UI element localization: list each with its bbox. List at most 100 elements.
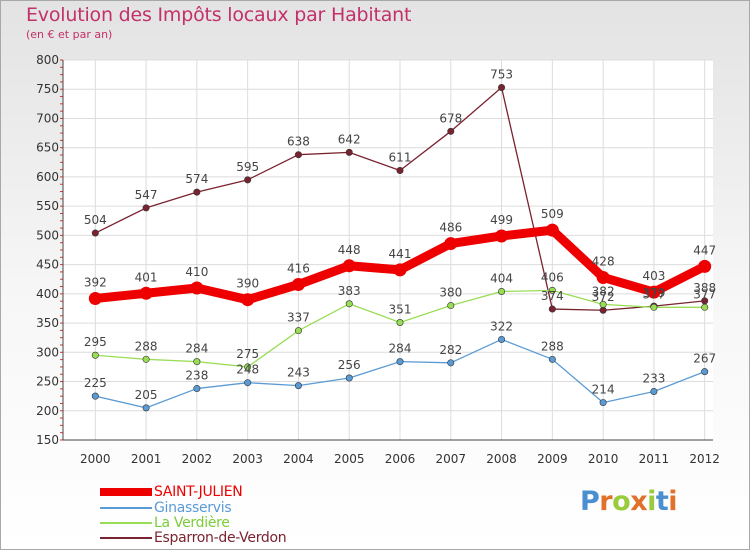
data-label-saint-julien: 403 — [642, 269, 665, 283]
data-label-ginasservis: 256 — [338, 358, 361, 372]
x-tick-label: 2000 — [80, 452, 111, 466]
data-label-ginasservis: 214 — [592, 383, 615, 397]
data-point-esparron-de-verdon — [244, 176, 252, 184]
data-point-saint-julien — [545, 223, 559, 237]
data-point-ginasservis — [142, 404, 150, 412]
data-label-la-verdi-re: 382 — [592, 284, 615, 298]
data-point-ginasservis — [193, 385, 201, 393]
data-point-la-verdi-re — [650, 303, 658, 311]
y-tick-label: 450 — [36, 258, 59, 272]
x-tick-label: 2006 — [385, 452, 416, 466]
x-tick-label: 2008 — [486, 452, 517, 466]
y-tick-label: 600 — [36, 170, 59, 184]
data-point-saint-julien — [291, 277, 305, 291]
data-point-la-verdi-re — [701, 303, 709, 311]
chart-title: Evolution des Impôts locaux par Habitant — [26, 4, 412, 26]
data-label-la-verdi-re: 337 — [287, 311, 310, 325]
data-label-ginasservis: 205 — [135, 388, 158, 402]
data-point-la-verdi-re — [599, 300, 607, 308]
data-label-esparron-de-verdon: 372 — [592, 290, 615, 304]
data-point-saint-julien — [342, 259, 356, 273]
data-label-saint-julien: 509 — [541, 207, 564, 221]
x-tick-label: 2007 — [436, 452, 467, 466]
data-label-esparron-de-verdon: 574 — [185, 172, 208, 186]
y-tick-label: 300 — [36, 345, 59, 359]
data-label-la-verdi-re: 288 — [135, 339, 158, 353]
data-point-la-verdi-re — [294, 327, 302, 335]
logo-letter: i — [668, 486, 678, 517]
legend-swatch-la-verdiere — [100, 522, 152, 524]
data-point-saint-julien — [139, 286, 153, 300]
data-point-esparron-de-verdon — [294, 151, 302, 159]
data-point-ginasservis — [548, 355, 556, 363]
legend-item-saint-julien: SAINT-JULIEN — [100, 484, 360, 500]
y-tick-label: 200 — [36, 404, 59, 418]
logo-letter: P — [580, 486, 600, 517]
data-label-ginasservis: 233 — [642, 371, 665, 385]
y-tick-label: 650 — [36, 141, 59, 155]
data-label-saint-julien: 428 — [592, 254, 615, 268]
legend-item-la-verdiere: La Verdière — [100, 515, 360, 531]
data-point-ginasservis — [294, 382, 302, 390]
y-tick-label: 750 — [36, 82, 59, 96]
data-point-la-verdi-re — [548, 286, 556, 294]
data-label-saint-julien: 390 — [236, 277, 259, 291]
data-point-esparron-de-verdon — [396, 166, 404, 174]
data-label-la-verdi-re: 377 — [693, 287, 716, 301]
y-tick-label: 800 — [36, 53, 59, 67]
data-label-ginasservis: 248 — [236, 363, 259, 377]
data-label-ginasservis: 284 — [389, 342, 412, 356]
data-label-ginasservis: 288 — [541, 339, 564, 353]
data-point-ginasservis — [396, 358, 404, 366]
legend-item-ginasservis: Ginasservis — [100, 500, 360, 516]
logo-letter: t — [655, 486, 669, 517]
data-point-ginasservis — [701, 368, 709, 376]
data-label-ginasservis: 267 — [693, 352, 716, 366]
data-label-la-verdi-re: 404 — [490, 272, 513, 286]
data-point-esparron-de-verdon — [345, 148, 353, 156]
data-point-la-verdi-re — [498, 288, 506, 296]
data-label-esparron-de-verdon: 504 — [84, 213, 107, 227]
data-point-esparron-de-verdon — [91, 229, 99, 237]
data-label-esparron-de-verdon: 638 — [287, 135, 310, 149]
data-point-saint-julien — [190, 281, 204, 295]
data-label-saint-julien: 447 — [693, 243, 716, 257]
legend-item-esparron-de-verdon: Esparron-de-Verdon — [100, 530, 360, 546]
data-label-la-verdi-re: 380 — [439, 286, 462, 300]
data-label-esparron-de-verdon: 379 — [642, 286, 665, 300]
plot-area — [63, 60, 713, 440]
legend-swatch-saint-julien — [100, 488, 152, 496]
data-point-ginasservis — [91, 392, 99, 400]
legend-label-la-verdiere: La Verdière — [154, 515, 230, 531]
data-point-la-verdi-re — [91, 351, 99, 359]
data-label-saint-julien: 448 — [338, 243, 361, 257]
data-point-ginasservis — [345, 374, 353, 382]
data-label-saint-julien: 401 — [135, 270, 158, 284]
data-label-esparron-de-verdon: 547 — [135, 188, 158, 202]
data-label-esparron-de-verdon: 611 — [389, 150, 412, 164]
data-label-la-verdi-re: 284 — [185, 342, 208, 356]
x-tick-label: 2002 — [182, 452, 213, 466]
chart-subtitle: (en € et par an) — [26, 28, 113, 41]
y-tick-label: 700 — [36, 111, 59, 125]
data-point-saint-julien — [393, 263, 407, 277]
legend-swatch-esparron-de-verdon — [100, 537, 152, 539]
data-label-la-verdi-re: 377 — [642, 287, 665, 301]
data-label-esparron-de-verdon: 642 — [338, 132, 361, 146]
x-tick-label: 2011 — [639, 452, 670, 466]
x-tick-label: 2009 — [537, 452, 568, 466]
data-point-esparron-de-verdon — [548, 305, 556, 313]
data-label-saint-julien: 499 — [490, 213, 513, 227]
data-label-esparron-de-verdon: 374 — [541, 289, 564, 303]
x-tick-label: 2001 — [131, 452, 162, 466]
data-label-ginasservis: 238 — [185, 369, 208, 383]
data-point-saint-julien — [596, 270, 610, 284]
data-label-la-verdi-re: 295 — [84, 335, 107, 349]
data-label-esparron-de-verdon: 753 — [490, 67, 513, 81]
data-label-saint-julien: 392 — [84, 276, 107, 290]
data-label-ginasservis: 282 — [439, 343, 462, 357]
y-tick-label: 550 — [36, 199, 59, 213]
data-point-saint-julien — [698, 259, 712, 273]
y-tick-label: 400 — [36, 287, 59, 301]
